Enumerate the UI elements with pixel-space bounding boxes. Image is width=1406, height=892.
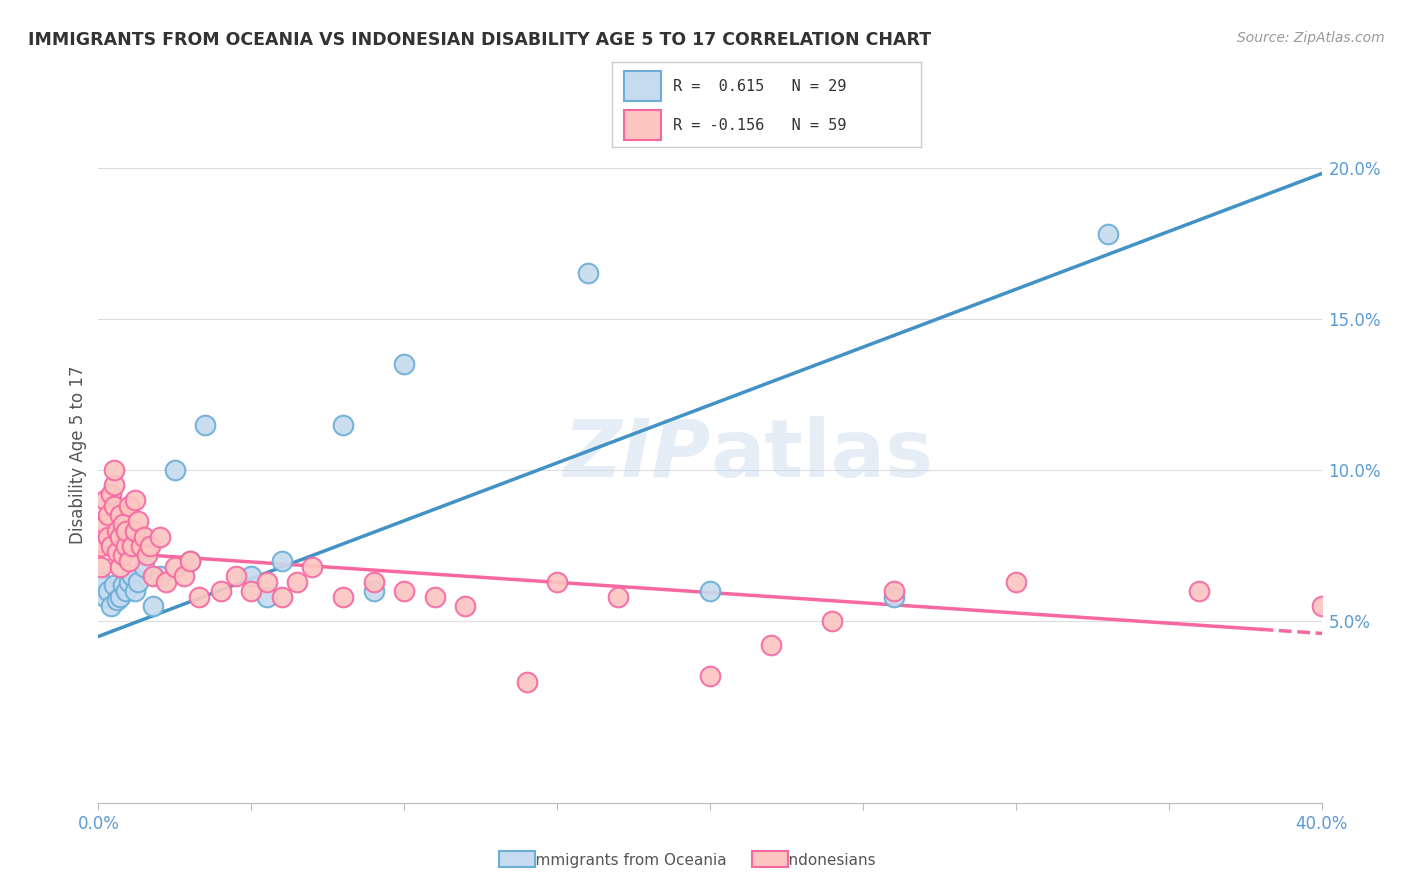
Point: [90, 559, 112, 574]
Text: atlas: atlas: [710, 416, 934, 494]
Point: [124, 584, 146, 599]
Point: [136, 548, 159, 562]
Text: IMMIGRANTS FROM OCEANIA VS INDONESIAN DISABILITY AGE 5 TO 17 CORRELATION CHART: IMMIGRANTS FROM OCEANIA VS INDONESIAN DI…: [28, 31, 931, 49]
Point: [121, 539, 143, 553]
Point: [129, 539, 152, 553]
Point: [270, 554, 292, 568]
Point: [188, 590, 211, 604]
Point: [103, 463, 125, 477]
Text: ZIP: ZIP: [562, 416, 710, 494]
Point: [118, 574, 141, 589]
Point: [115, 539, 138, 553]
Point: [363, 584, 385, 599]
Point: [163, 463, 186, 477]
Point: [124, 493, 146, 508]
Point: [285, 574, 308, 589]
Point: [142, 569, 165, 583]
Point: [546, 574, 568, 589]
Point: [111, 548, 134, 562]
Point: [759, 639, 782, 653]
Point: [194, 417, 217, 432]
Point: [108, 590, 131, 604]
Point: [100, 539, 122, 553]
Point: [332, 417, 354, 432]
Point: [332, 590, 354, 604]
Point: [699, 669, 721, 683]
Point: [1188, 584, 1211, 599]
Point: [108, 530, 131, 544]
Point: [1004, 574, 1026, 589]
Point: [139, 539, 162, 553]
Point: [103, 578, 125, 592]
Point: [105, 593, 128, 607]
Point: [301, 559, 323, 574]
Point: [1310, 599, 1333, 614]
Point: [699, 584, 721, 599]
Point: [179, 554, 201, 568]
Point: [240, 569, 263, 583]
Point: [155, 574, 177, 589]
Text: Source: ZipAtlas.com: Source: ZipAtlas.com: [1237, 31, 1385, 45]
Point: [516, 674, 538, 689]
Point: [118, 500, 141, 514]
Point: [108, 508, 131, 523]
Point: [124, 524, 146, 538]
Point: [115, 524, 138, 538]
Point: [93, 517, 115, 532]
Point: [108, 559, 131, 574]
Point: [821, 615, 844, 629]
Point: [105, 545, 128, 559]
Point: [97, 508, 120, 523]
Point: [209, 584, 232, 599]
Point: [392, 357, 416, 371]
Point: [240, 584, 263, 599]
Point: [392, 584, 416, 599]
Point: [103, 500, 125, 514]
Point: [127, 515, 149, 529]
Point: [93, 590, 115, 604]
Point: [225, 569, 247, 583]
Point: [256, 574, 278, 589]
Point: [149, 569, 172, 583]
Point: [90, 539, 112, 553]
Point: [127, 574, 149, 589]
Point: [363, 574, 385, 589]
Point: [103, 478, 125, 492]
Point: [163, 559, 186, 574]
Point: [883, 590, 905, 604]
Point: [111, 578, 134, 592]
Point: [111, 517, 134, 532]
Point: [576, 267, 599, 281]
Bar: [624, 71, 661, 102]
Point: [93, 493, 115, 508]
Point: [134, 559, 156, 574]
Point: [607, 590, 630, 604]
Point: [121, 569, 143, 583]
Point: [149, 530, 172, 544]
Point: [118, 554, 141, 568]
Point: [256, 590, 278, 604]
Point: [142, 599, 165, 614]
Text: R =  0.615   N = 29: R = 0.615 N = 29: [673, 78, 846, 94]
Point: [270, 590, 292, 604]
Point: [100, 487, 122, 501]
Point: [179, 554, 201, 568]
Point: [97, 530, 120, 544]
Point: [134, 530, 156, 544]
Text: Indonesians: Indonesians: [785, 854, 876, 868]
Point: [90, 574, 112, 589]
Point: [100, 599, 122, 614]
Point: [454, 599, 477, 614]
Point: [105, 524, 128, 538]
Point: [115, 584, 138, 599]
Bar: [624, 110, 661, 140]
Y-axis label: Disability Age 5 to 17: Disability Age 5 to 17: [69, 366, 87, 544]
Text: Immigrants from Oceania: Immigrants from Oceania: [531, 854, 727, 868]
Text: R = -0.156   N = 59: R = -0.156 N = 59: [673, 118, 846, 133]
Point: [423, 590, 446, 604]
Point: [97, 584, 120, 599]
Point: [883, 584, 905, 599]
Point: [1097, 227, 1119, 241]
Point: [173, 569, 195, 583]
